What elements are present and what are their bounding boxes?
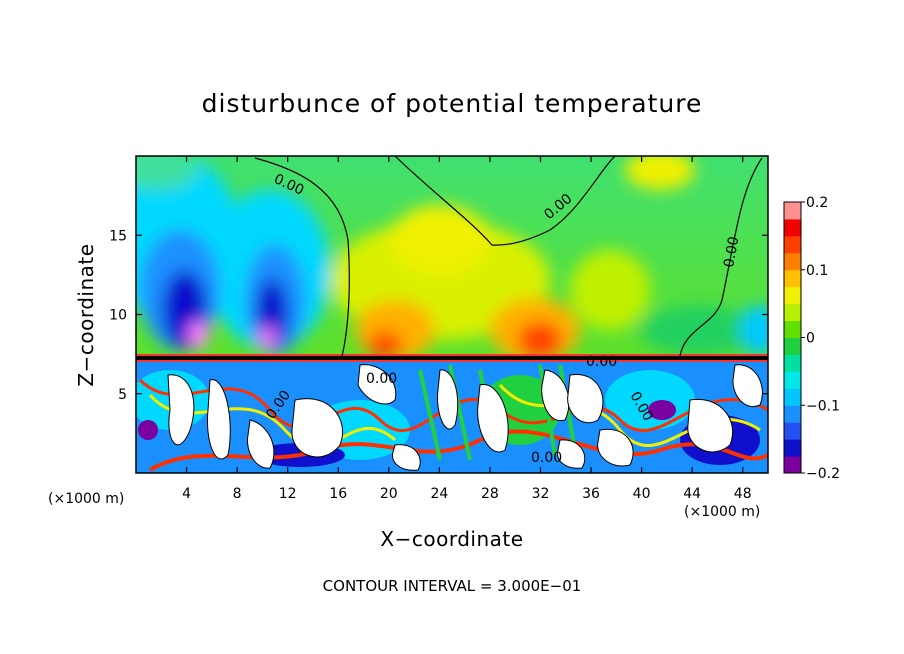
x-tick-label: 32 xyxy=(532,486,550,502)
colorbar-swatch xyxy=(784,337,801,355)
contour-label: 0.00 xyxy=(366,371,397,387)
chart-title: disturbunce of potential temperature xyxy=(202,89,703,118)
colorbar-swatch xyxy=(784,269,801,288)
contour-interval-label: CONTOUR INTERVAL = 3.000E−01 xyxy=(323,577,582,595)
colorbar-swatch xyxy=(784,252,801,271)
x-tick-label: 16 xyxy=(329,486,347,502)
colorbar-tick-label: −0.1 xyxy=(806,398,840,414)
colorbar-tick-label: 0.1 xyxy=(806,263,828,279)
x-tick-label: 28 xyxy=(481,486,499,502)
x-tick-label: 44 xyxy=(683,486,701,502)
x-tick-label: 24 xyxy=(430,486,448,502)
colorbar-swatch xyxy=(784,286,801,305)
colorbar-swatch xyxy=(784,235,801,254)
contour-label: 0.00 xyxy=(721,235,742,268)
x-tick-label: 48 xyxy=(734,486,752,502)
x-tick-label: 4 xyxy=(182,486,191,502)
colorbar-swatch xyxy=(784,405,801,423)
y-tick-label: 10 xyxy=(109,308,127,324)
colorbar-tick-label: 0 xyxy=(806,331,815,347)
colorbar-swatch xyxy=(784,388,801,406)
y-axis-title: Z−coordinate xyxy=(74,243,98,386)
colorbar-swatch xyxy=(784,456,801,474)
y-tick-label: 5 xyxy=(118,387,127,403)
colorbar-tick-label: 0.2 xyxy=(806,195,828,211)
x-tick-label: 12 xyxy=(279,486,297,502)
y-tick-label: 15 xyxy=(109,228,127,244)
colorbar-swatch xyxy=(784,371,801,389)
colorbar-swatch xyxy=(784,303,801,322)
colorbar-swatch xyxy=(784,202,801,220)
colorbar: 0.2 0.1 0 −0.1 −0.2 xyxy=(783,195,840,482)
contour-label: 0.00 xyxy=(531,450,562,466)
y-axis: 5 10 15 xyxy=(109,228,768,403)
zero-contours xyxy=(254,156,763,357)
x-tick-label: 40 xyxy=(633,486,651,502)
colorbar-tick-label: −0.2 xyxy=(806,466,840,482)
boundary-layer xyxy=(136,354,768,473)
x-unit-left: (×1000 m) xyxy=(48,491,124,507)
x-unit-right: (×1000 m) xyxy=(684,504,760,520)
x-tick-label: 20 xyxy=(380,486,398,502)
x-tick-label: 8 xyxy=(233,486,242,502)
colorbar-swatch xyxy=(784,422,801,440)
plot-area: 0.00 0.00 0.00 0.00 0.00 0.00 0.00 0.00 xyxy=(136,156,768,473)
x-axis-title: X−coordinate xyxy=(380,527,523,551)
upper-field xyxy=(136,156,768,362)
colorbar-swatch xyxy=(784,218,801,237)
x-axis: 4 8 12 16 20 24 28 32 36 40 44 48 xyxy=(182,156,752,502)
colorbar-swatch xyxy=(784,439,801,457)
contour-label: 0.00 xyxy=(586,354,617,370)
x-tick-label: 36 xyxy=(582,486,600,502)
colorbar-swatch xyxy=(784,320,801,338)
colorbar-swatch xyxy=(784,354,801,372)
